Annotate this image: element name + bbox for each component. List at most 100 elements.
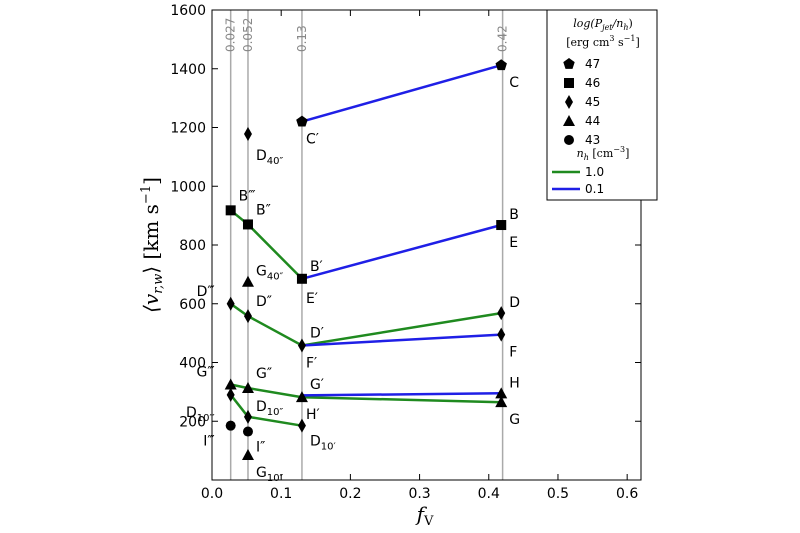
point-label: B‴ <box>239 188 256 204</box>
point-label: D40″ <box>256 148 284 167</box>
data-point <box>497 327 506 342</box>
data-point <box>242 219 253 230</box>
legend-box <box>546 9 658 201</box>
y-tick-label: 600 <box>179 297 206 313</box>
data-point <box>296 115 308 127</box>
point-label: B <box>509 207 519 223</box>
data-point <box>297 338 306 353</box>
reference-line-label: 0.052 <box>241 18 255 52</box>
x-tick-label: 0.4 <box>478 486 500 502</box>
data-points <box>224 59 508 461</box>
legend-marker <box>565 95 573 109</box>
y-tick-label: 1000 <box>170 179 206 195</box>
data-point <box>296 273 307 284</box>
legend-line-entries: 1.00.1 <box>552 165 604 196</box>
point-label: D10″ <box>256 399 284 418</box>
legend-marker-label: 46 <box>585 76 600 90</box>
point-label: D10′ <box>310 434 337 453</box>
reference-line-label: 0.13 <box>295 25 309 52</box>
series-line <box>301 63 502 123</box>
data-point <box>496 220 507 231</box>
y-tick-label: 1400 <box>170 62 206 78</box>
legend-line-label: 1.0 <box>585 165 604 179</box>
legend-marker-entries: 47 46 45 44 43 <box>563 57 600 147</box>
point-labels: C′ C D40″ B‴B″ B′ E′ BE G40″ D‴ D″ D′ F′ D F G‴ G″ G′ H′ H… <box>186 75 520 484</box>
point-label: D′ <box>310 325 324 341</box>
x-tick-label: 0.5 <box>547 486 569 502</box>
reference-line-label: 0.42 <box>496 25 510 52</box>
point-label: E′ <box>306 291 318 307</box>
y-tick-label: 1600 <box>170 3 206 19</box>
point-label: D10‴ <box>186 405 215 424</box>
point-label: F <box>509 345 517 361</box>
y-axis-title: ⟨vr,w⟩ [km s−1] <box>139 177 166 313</box>
data-point <box>225 205 236 216</box>
legend-density-title: nh [cm−3] <box>577 145 630 162</box>
data-point <box>497 306 506 321</box>
x-tick-label: 0.6 <box>616 486 638 502</box>
legend-line-label: 0.1 <box>585 182 604 196</box>
legend-marker <box>564 135 574 145</box>
y-tick-label: 400 <box>179 356 206 372</box>
data-point <box>495 396 508 408</box>
series-line <box>230 383 502 404</box>
legend-marker-label: 43 <box>585 133 600 147</box>
point-label: G10″ <box>256 465 284 484</box>
data-point <box>295 391 308 403</box>
legend-marker-label: 45 <box>585 95 600 109</box>
point-label: I″ <box>256 440 265 456</box>
legend: log(Pjet/nh) [erg cm3 s−1] 47 46 45 44 43 nh… <box>546 9 658 201</box>
x-tick-label: 0.2 <box>339 486 361 502</box>
data-point <box>241 449 254 461</box>
data-point <box>242 426 253 437</box>
point-label: H′ <box>306 407 320 423</box>
series-line <box>301 333 502 347</box>
point-label: G <box>509 412 520 428</box>
legend-marker <box>563 58 575 69</box>
data-point <box>243 126 252 141</box>
point-label: B″ <box>256 202 271 218</box>
point-label: G40″ <box>256 264 284 283</box>
x-tick-label: 0.1 <box>270 486 292 502</box>
point-label: I‴ <box>203 434 214 450</box>
series-line <box>301 223 502 281</box>
y-tick-label: 200 <box>179 414 206 430</box>
point-label: E <box>509 235 518 251</box>
legend-marker-label: 44 <box>585 114 600 128</box>
x-axis-title: fV <box>415 502 434 529</box>
x-tick-label: 0.3 <box>408 486 430 502</box>
point-label: D″ <box>256 294 272 310</box>
data-point <box>495 387 508 399</box>
point-label: F′ <box>306 355 317 371</box>
point-label: G″ <box>256 366 272 382</box>
y-tick-label: 1200 <box>170 121 206 137</box>
series-line <box>301 392 502 397</box>
x-tick-label: 0.0 <box>201 486 223 502</box>
legend-marker <box>563 115 575 126</box>
point-label: D <box>509 295 520 311</box>
data-point <box>243 409 252 424</box>
data-point <box>241 382 254 394</box>
legend-marker-units: [erg cm3 s−1] <box>566 34 640 49</box>
point-label: C <box>509 75 519 91</box>
point-label: G′ <box>310 377 324 393</box>
data-point <box>226 387 235 402</box>
point-label: H <box>509 375 520 391</box>
y-tick-label: 800 <box>179 238 206 254</box>
point-label: D‴ <box>197 284 215 300</box>
reference-line-label: 0.027 <box>224 18 238 52</box>
legend-marker-title: log(Pjet/nh) <box>573 17 633 32</box>
data-point <box>243 309 252 324</box>
series-line <box>229 302 502 347</box>
data-point <box>495 59 507 71</box>
data-point <box>241 275 254 287</box>
data-point <box>297 418 306 433</box>
data-point <box>224 378 237 390</box>
legend-marker-label: 47 <box>585 57 600 71</box>
data-point <box>225 420 236 431</box>
axis-ticks: 0.0 0.1 0.2 0.3 0.4 0.5 0.6 200 400 600 800 1000 120… <box>170 3 641 502</box>
data-point <box>226 296 235 311</box>
point-label: G‴ <box>197 365 215 381</box>
legend-marker <box>564 78 574 88</box>
